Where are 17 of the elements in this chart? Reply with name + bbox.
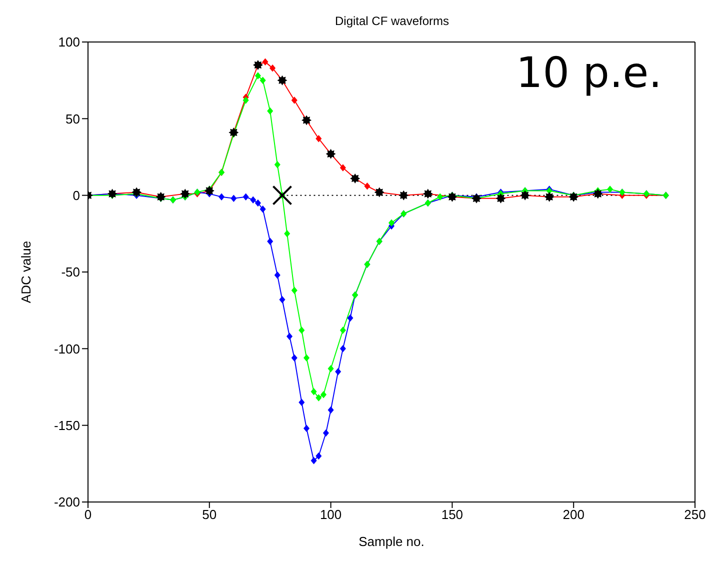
x-tick-label: 0 (84, 507, 92, 522)
y-tick-label: -200 (54, 494, 80, 510)
x-tick-label: 200 (562, 507, 584, 522)
y-tick-label: -100 (54, 341, 80, 356)
y-tick-label: -50 (61, 264, 80, 280)
x-tick-label: 150 (441, 507, 464, 522)
annotation: 10 p.e. (516, 48, 662, 97)
y-axis-title: ADC value (18, 240, 34, 304)
x-tick-label: 100 (320, 507, 342, 522)
y-tick-label: -150 (54, 418, 80, 433)
chart-title: Digital CF waveforms (334, 14, 450, 28)
y-tick-label: 50 (66, 111, 80, 126)
x-tick-label: 50 (202, 507, 217, 522)
x-axis-title: Sample no. (358, 534, 424, 549)
y-tick-label: 100 (58, 34, 80, 50)
x-tick-label: 250 (684, 507, 706, 522)
y-tick-label: 0 (72, 188, 80, 203)
